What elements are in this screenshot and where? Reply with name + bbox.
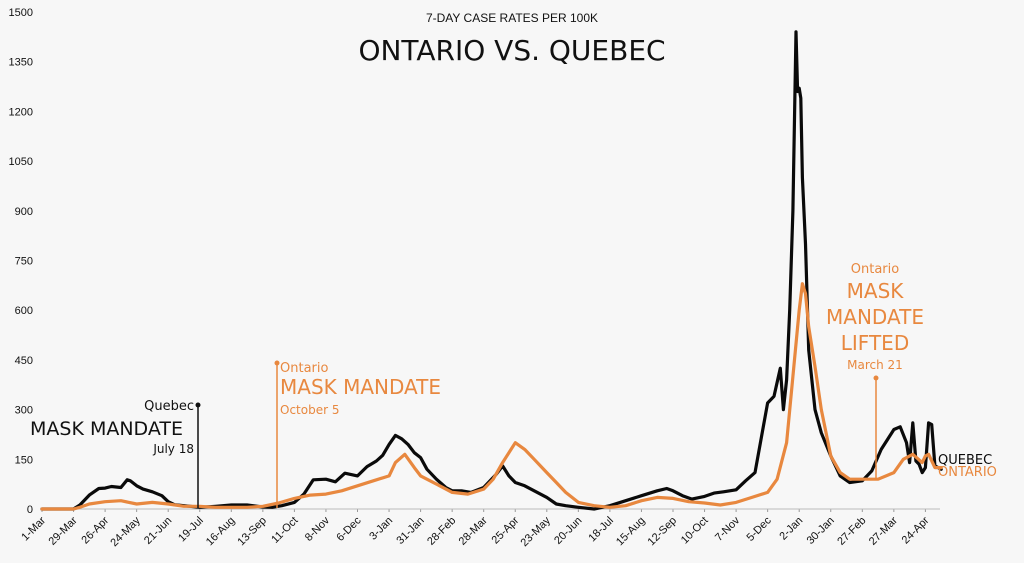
x-tick-label: 27-Feb [835,515,868,548]
ontario-lift-line1: MASK [847,279,905,303]
x-tick-label: 28-Mar [457,514,490,547]
ontario-mandate-marker-dot [274,360,280,366]
x-tick-label: 11-Oct [269,515,300,546]
x-tick-label: 27-Mar [867,514,900,547]
x-tick-label: 2-Jan [777,515,805,543]
x-tick-label: 24-May [108,514,143,549]
y-tick-label: 750 [15,256,33,268]
quebec-mandate-title: MASK MANDATE [30,418,183,440]
x-tick-label: 16-Aug [204,515,238,549]
ontario-mandate-title: MASK MANDATE [280,375,441,399]
x-tick-label: 18-Jul [586,515,616,545]
x-tick-label: 1-Mar [19,514,48,543]
x-tick-label: 5-Dec [745,514,775,544]
ontario-lift-annotation: Ontario MASK MANDATE LIFTED March 21 [826,262,924,480]
x-tick-label: 20-Jun [552,515,584,547]
x-tick-label: 3-Jan [367,515,395,543]
quebec-mandate-label: Quebec [144,399,194,414]
y-tick-label: 150 [15,454,33,466]
y-tick-label: 1350 [9,57,33,69]
x-tick-label: 10-Oct [679,515,711,547]
x-tick-label: 26-Apr [79,514,111,546]
y-tick-label: 450 [15,355,33,367]
y-tick-label: 1200 [9,106,33,118]
x-tick-label: 19-Jul [176,515,206,545]
y-tick-label: 1050 [9,156,33,168]
y-tick-label: 0 [27,504,33,516]
ontario-mandate-date: October 5 [280,403,339,417]
ontario-lift-marker-dot [873,375,879,381]
x-tick-label: 25-Apr [490,514,522,546]
series-layer [40,30,943,511]
x-tick-label: 12-Sep [646,515,680,549]
x-tick-label: 15-Aug [614,515,648,549]
ontario-mandate-annotation: Ontario MASK MANDATE October 5 [274,360,441,508]
y-axis-ticks: 0 150 300 450 600 750 900 1050 1200 1350 1500 [9,7,33,516]
x-tick-label: 13-Sep [235,515,269,549]
ontario-lift-line2: MANDATE [826,305,924,329]
x-tick-label: 31-Jan [394,515,426,547]
ontario-mandate-label: Ontario [280,361,328,376]
ontario-lift-line3: LIFTED [841,331,909,355]
x-tick-label: 30-Jan [805,515,837,547]
x-tick-label: 23-May [518,514,553,549]
ontario-lift-date: March 21 [847,358,903,372]
y-tick-label: 300 [15,405,33,417]
x-tick-label: 21-Jun [142,515,174,547]
end-label-ontario: ONTARIO [938,465,997,480]
x-tick-label: 24-Apr [900,514,932,546]
x-tick-label: 29-Mar [47,514,80,547]
quebec-mandate-date: July 18 [152,442,194,456]
y-tick-label: 900 [15,206,33,218]
ontario-lift-label: Ontario [851,262,899,277]
x-tick-label: 8-Nov [303,514,333,544]
chart-title: ONTARIO VS. QUEBEC [358,34,665,67]
quebec-mandate-annotation: Quebec MASK MANDATE July 18 [30,399,201,508]
y-tick-label: 600 [15,305,33,317]
x-tick-label: 7-Nov [713,514,743,544]
x-tick-label: 28-Feb [425,515,458,548]
quebec-mandate-marker-dot [195,402,201,408]
x-tick-label: 6-Dec [334,514,364,544]
series-line-ontario [40,282,943,511]
y-tick-label: 1500 [9,7,33,19]
end-label-quebec: QUEBEC [938,453,992,468]
chart-subtitle: 7-DAY CASE RATES PER 100K [426,11,598,25]
